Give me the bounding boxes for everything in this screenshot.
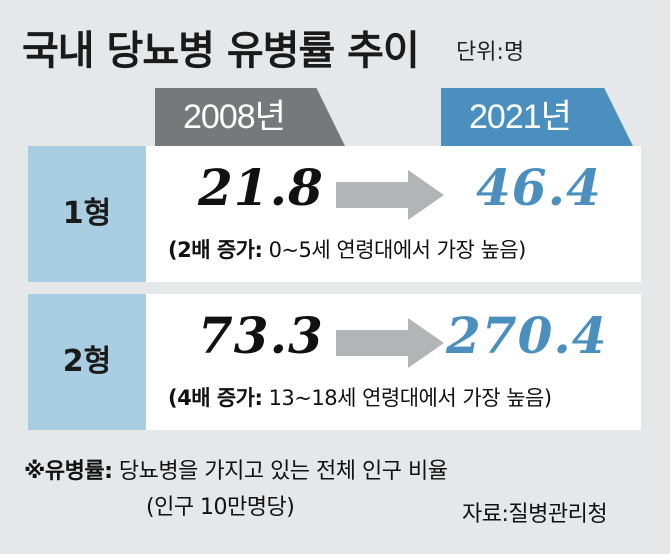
row-content: 21.8 46.4 (2배 증가: 0~5세 연령대에서 가장 높음) — [146, 146, 641, 282]
year-header-2008: 2008년 — [155, 88, 345, 146]
row-note: (2배 증가: 0~5세 연령대에서 가장 높음) — [168, 234, 526, 264]
row-note: (4배 증가: 13~18세 연령대에서 가장 높음) — [168, 382, 552, 412]
source-label: 자료:질병관리청 — [462, 502, 608, 527]
value-2008: 73.3 — [198, 306, 324, 365]
footnote-term: ※유병률: — [24, 459, 113, 484]
footnote-definition: 당뇨병을 가지고 있는 전체 인구 비율 — [112, 459, 448, 484]
row-label: 1형 — [28, 146, 146, 282]
arrow-right-icon — [336, 318, 444, 368]
row-label: 2형 — [28, 294, 146, 430]
year-header-2021: 2021년 — [441, 88, 633, 146]
unit-label: 단위:명 — [456, 40, 525, 65]
arrow-right-icon — [336, 170, 444, 220]
note-bold: (2배 증가: — [168, 238, 263, 262]
footnote: ※유병률: 당뇨병을 가지고 있는 전체 인구 비율 — [24, 453, 448, 485]
row-type1: 1형 21.8 46.4 (2배 증가: 0~5세 연령대에서 가장 높음) — [28, 146, 641, 282]
value-2021: 270.4 — [446, 306, 608, 365]
note-text: 13~18세 연령대에서 가장 높음) — [262, 386, 552, 410]
note-text: 0~5세 연령대에서 가장 높음) — [262, 238, 527, 262]
row-type2: 2형 73.3 270.4 (4배 증가: 13~18세 연령대에서 가장 높음… — [28, 294, 641, 430]
value-2008: 21.8 — [198, 158, 324, 217]
note-bold: (4배 증가: — [168, 386, 263, 410]
footnote-line2: (인구 10만명당) — [146, 495, 295, 520]
page-title: 국내 당뇨병 유병률 추이 — [22, 28, 420, 74]
row-content: 73.3 270.4 (4배 증가: 13~18세 연령대에서 가장 높음) — [146, 294, 641, 430]
value-2021: 46.4 — [476, 158, 602, 217]
